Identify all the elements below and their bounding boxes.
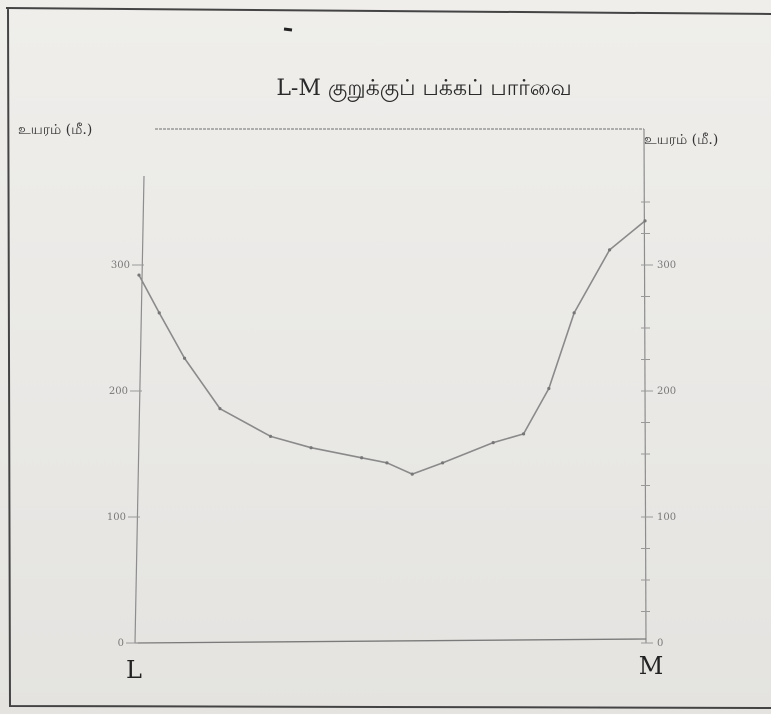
x-end-label: M (639, 652, 664, 680)
profile-point (218, 407, 222, 411)
chart-title: L-M குறுக்குப் பக்கப் பார்வை (276, 76, 571, 102)
left-tick-label: 300 (111, 260, 130, 271)
left-tick-label: 0 (118, 638, 124, 649)
left-tick-label: 200 (109, 386, 128, 397)
right-axis-line (643, 128, 647, 644)
profile-point (441, 461, 445, 465)
left-axis-line (134, 175, 145, 644)
y-axis-label-left: உயரம் (மீ.) (18, 122, 92, 138)
profile-point (157, 311, 161, 315)
top-mark (283, 27, 293, 32)
profile-point (268, 434, 273, 438)
right-tick-label: 100 (657, 512, 676, 523)
profile-point (360, 456, 364, 460)
profile-point (410, 472, 414, 476)
profile-point (309, 446, 313, 450)
x-start-label: L (126, 656, 142, 684)
page-border (5, 7, 771, 709)
profile-point (572, 311, 576, 315)
profile-point (521, 432, 526, 436)
baseline-axis (134, 638, 647, 644)
right-tick-label: 0 (657, 638, 663, 649)
profile-line (138, 220, 646, 475)
profile-point (385, 461, 389, 465)
profile-point (182, 356, 187, 360)
profile-point (607, 248, 612, 252)
y-axis-label-right: உயரம் (மீ.) (644, 132, 718, 148)
right-tick-label: 300 (657, 260, 676, 271)
right-tick-label: 200 (657, 386, 676, 397)
profile-point (547, 386, 551, 391)
left-tick-label: 100 (107, 512, 126, 523)
profile-point (643, 219, 647, 223)
profile-point (137, 273, 141, 277)
profile-point (491, 441, 495, 445)
